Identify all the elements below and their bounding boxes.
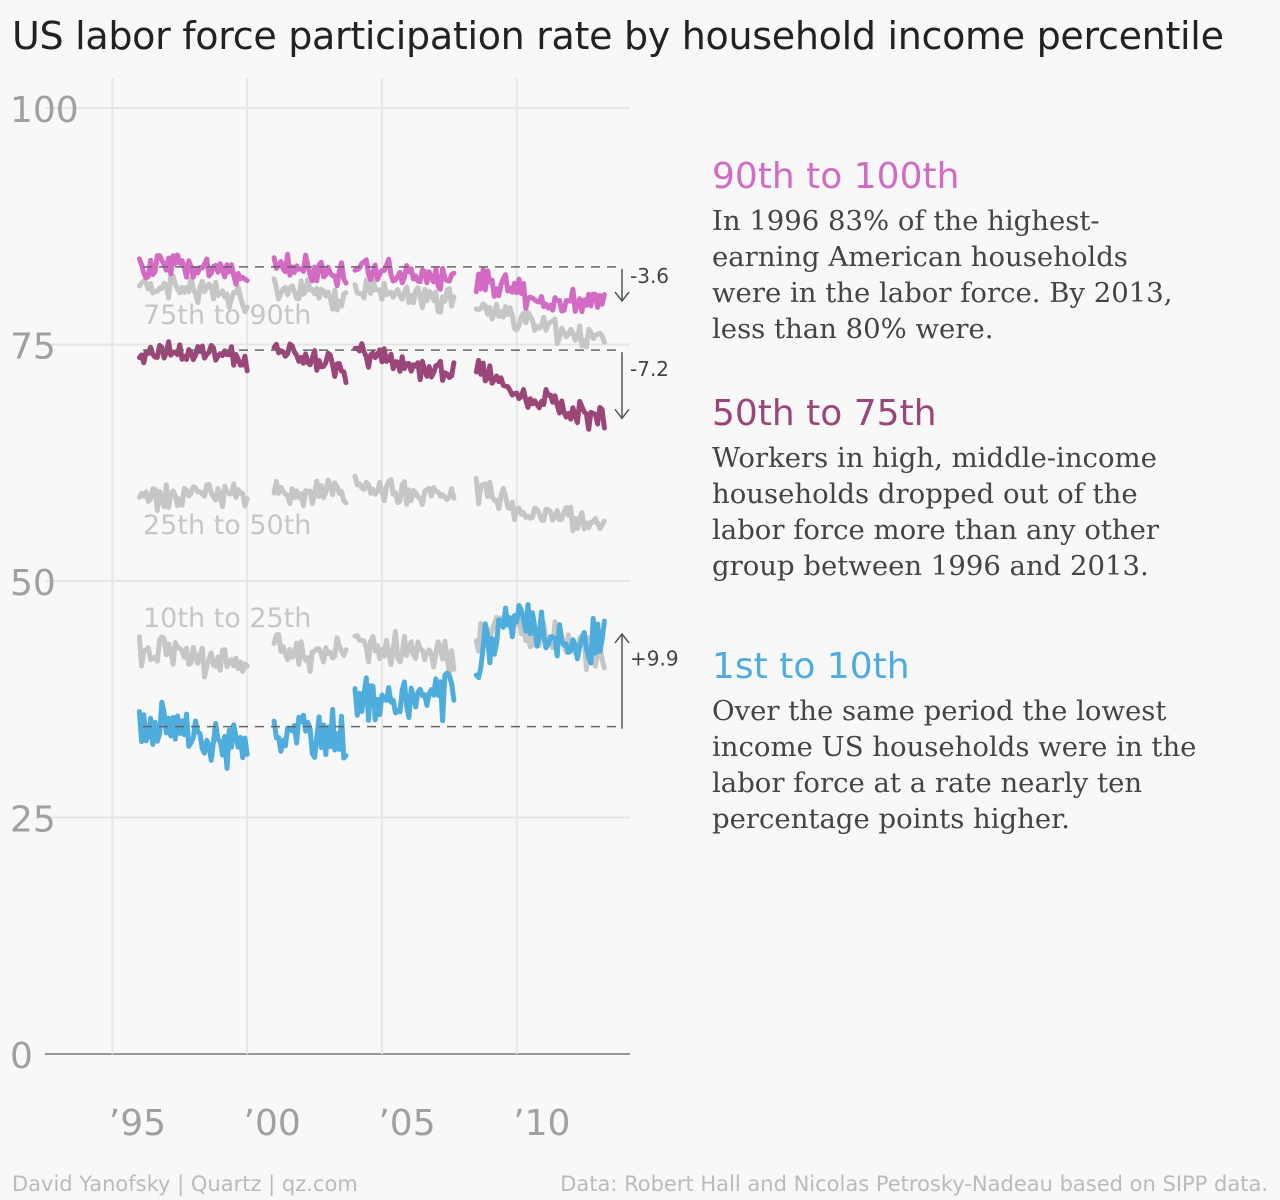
chart-title: US labor force participation rate by hou… bbox=[12, 14, 1224, 58]
series-label: 25th to 50th bbox=[143, 510, 311, 541]
line-chart: 0 25 50 75 100 ’95 ’00 ’05 ’10 75th to 90th 25th t… bbox=[10, 78, 679, 1144]
annotation-text: Workers in high, middle-income household… bbox=[712, 442, 1160, 582]
series-line-p75-90 bbox=[136, 273, 250, 315]
footer-source: Data: Robert Hall and Nicolas Petrosky-N… bbox=[560, 1172, 1268, 1196]
annotation-heading: 1st to 10th bbox=[712, 646, 910, 687]
y-tick-label: 0 bbox=[10, 1036, 33, 1077]
series-line-p90-100 bbox=[136, 252, 250, 287]
annotation-heading: 50th to 75th bbox=[712, 393, 937, 434]
series-line-p25-50 bbox=[136, 481, 250, 513]
change-arrow-head bbox=[614, 291, 630, 303]
footer-credit: David Yanofsky | Quartz | qz.com bbox=[12, 1172, 358, 1196]
series-line-p10-25 bbox=[352, 628, 457, 676]
series-line-p25-50 bbox=[271, 477, 349, 509]
y-tick-label: 75 bbox=[10, 327, 56, 368]
change-arrow-head bbox=[614, 632, 630, 644]
series-line-p75-90 bbox=[473, 301, 607, 350]
series-line-p50-75 bbox=[473, 358, 607, 432]
series-line-p25-50 bbox=[473, 475, 607, 534]
series-line-p1-10 bbox=[352, 670, 457, 724]
annotation-text: In 1996 83% of the highest-earning Ameri… bbox=[712, 205, 1173, 345]
series-line-p75-90 bbox=[271, 276, 349, 313]
y-tick-label: 50 bbox=[10, 563, 56, 604]
series-line-p10-25 bbox=[271, 632, 349, 674]
series-line-p50-75 bbox=[352, 341, 457, 383]
series-line-p50-75 bbox=[271, 341, 349, 385]
series-label: 75th to 90th bbox=[143, 300, 311, 331]
series-line-p90-100 bbox=[271, 251, 349, 289]
change-label: -3.6 bbox=[630, 264, 669, 288]
series-line-p1-10 bbox=[271, 706, 349, 761]
series-line-p10-25 bbox=[136, 634, 250, 680]
annotation-p1-10: 1st to 10th Over the same period the low… bbox=[712, 645, 1232, 837]
series-line-p25-50 bbox=[352, 473, 457, 508]
series-label: 10th to 25th bbox=[143, 603, 311, 634]
annotation-p50-75: 50th to 75th Workers in high, middle-inc… bbox=[712, 392, 1232, 584]
x-tick-label: ’05 bbox=[378, 1103, 435, 1144]
series-line-p90-100 bbox=[473, 267, 607, 315]
change-label: +9.9 bbox=[630, 646, 679, 670]
series-line-p75-90 bbox=[352, 273, 457, 315]
annotation-p90-100: 90th to 100th In 1996 83% of the highest… bbox=[712, 155, 1232, 347]
x-tick-label: ’00 bbox=[244, 1103, 301, 1144]
x-tick-label: ’10 bbox=[513, 1103, 570, 1144]
series-line-p90-100 bbox=[352, 256, 457, 292]
series-line-p1-10 bbox=[136, 699, 250, 771]
series-line-p1-10 bbox=[473, 602, 607, 681]
x-tick-label: ’95 bbox=[109, 1103, 166, 1144]
y-tick-label: 25 bbox=[10, 800, 56, 841]
annotation-heading: 90th to 100th bbox=[712, 156, 960, 197]
change-label: -7.2 bbox=[630, 357, 669, 381]
change-arrow-head bbox=[614, 408, 630, 420]
series-line-p50-75 bbox=[136, 339, 250, 374]
y-tick-label: 100 bbox=[10, 90, 79, 131]
annotation-text: Over the same period the lowest income U… bbox=[712, 695, 1197, 835]
